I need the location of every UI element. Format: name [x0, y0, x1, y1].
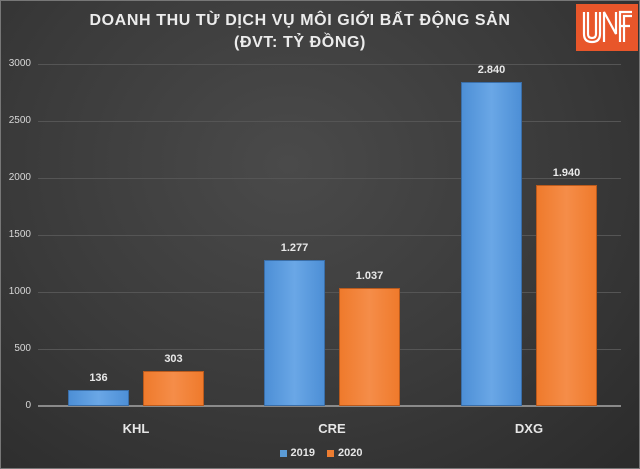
x-category-label: DXG [514, 421, 544, 436]
legend-swatch-2019 [279, 449, 287, 457]
chart-title-line2: (ĐVT: TỶ ĐỒNG) [234, 34, 366, 51]
data-label: 1.037 [355, 269, 384, 282]
gridline [38, 178, 621, 179]
gridline [38, 121, 621, 122]
x-axis-line [38, 405, 621, 407]
unf-logo-icon [576, 4, 638, 51]
y-tick-label: 500 [14, 343, 31, 354]
bar-dxg-2020 [536, 184, 597, 406]
gridline [38, 64, 621, 65]
data-label: 303 [164, 353, 183, 366]
x-category-label: CRE [318, 421, 346, 436]
bar-cre-2020 [339, 287, 400, 406]
chart-title-line1: DOANH THU TỪ DỊCH VỤ MÔI GIỚI BẤT ĐỘNG S… [89, 12, 511, 29]
y-tick-label: 0 [25, 400, 31, 411]
legend-item-2020: 2020 [327, 447, 362, 459]
y-tick-label: 1000 [8, 286, 31, 297]
legend-swatch-2020 [327, 449, 334, 457]
gridline [38, 349, 621, 350]
bar-khl-2020 [143, 371, 204, 406]
x-category-label: KHL [122, 421, 150, 436]
legend-label-2019: 2019 [290, 447, 315, 459]
y-tick-label: 2500 [8, 115, 31, 126]
gridline [38, 235, 621, 236]
legend-item-2019: 2019 [279, 447, 315, 459]
bar-dxg-2019 [461, 82, 522, 406]
data-label: 136 [89, 372, 108, 385]
legend-label-2020: 2020 [338, 447, 363, 459]
y-tick-label: 1500 [8, 229, 31, 240]
data-label: 1.940 [552, 166, 581, 179]
legend: 2019 2020 [1, 447, 640, 459]
bar-khl-2019 [68, 390, 129, 406]
gridline [38, 292, 621, 293]
chart-title: DOANH THU TỪ DỊCH VỤ MÔI GIỚI BẤT ĐỘNG S… [1, 10, 599, 54]
y-tick-label: 3000 [8, 58, 31, 69]
data-label: 2.840 [477, 64, 506, 77]
bar-cre-2019 [264, 260, 325, 406]
data-label: 1.277 [280, 242, 309, 255]
y-tick-label: 2000 [8, 172, 31, 183]
